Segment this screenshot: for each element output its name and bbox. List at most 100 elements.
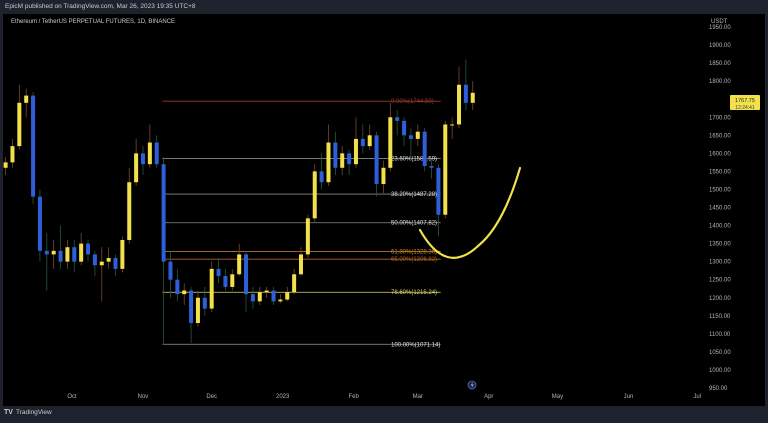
candle-body — [436, 167, 441, 215]
candle — [86, 239, 91, 262]
bar-countdown: 12:24:41 — [735, 105, 755, 111]
candle — [106, 247, 111, 269]
candle — [402, 117, 407, 147]
candle-body — [189, 290, 194, 324]
projection-curve[interactable] — [418, 166, 522, 259]
candle — [340, 146, 345, 176]
candle — [271, 286, 276, 305]
candle-body — [161, 164, 166, 262]
candle — [257, 286, 262, 305]
candle-body — [79, 243, 84, 262]
candle — [443, 120, 448, 219]
candle-body — [319, 171, 324, 183]
x-tick-label: Feb — [348, 394, 359, 400]
x-tick-label: May — [552, 394, 563, 400]
y-tick-label: 1400.00 — [709, 224, 731, 230]
candle-body — [278, 299, 283, 302]
x-tick-label: Jul — [693, 394, 701, 400]
candle-body — [168, 261, 173, 280]
candle-body — [17, 102, 22, 147]
candle-body — [106, 258, 111, 262]
candle-body — [353, 138, 358, 165]
tradingview-logo-icon: TV — [4, 409, 13, 416]
x-tick-label: Dec — [206, 394, 217, 400]
candle-body — [443, 124, 448, 215]
candle — [195, 290, 200, 327]
y-tick-label: 1850.00 — [709, 61, 731, 67]
y-tick-label: 1050.00 — [709, 350, 731, 356]
candle — [353, 117, 358, 168]
x-tick-label: Nov — [138, 394, 149, 400]
candle-body — [450, 124, 455, 126]
candle-body — [285, 292, 290, 300]
candle — [429, 160, 434, 179]
candle-body — [333, 142, 338, 168]
candle — [223, 268, 228, 291]
fib-level-label: 38.20%(1487.28) — [391, 192, 437, 198]
candle-body — [37, 196, 42, 251]
x-tick-label: 2023 — [276, 394, 290, 400]
fib-level-label: 50.00%(1407.82) — [391, 221, 437, 227]
candle — [140, 146, 145, 176]
candle — [333, 131, 338, 176]
candle-body — [257, 292, 262, 302]
candle-body — [374, 135, 379, 185]
publish-info: EpicM published on TradingView.com, Mar … — [5, 3, 196, 10]
candle — [360, 124, 365, 154]
candle — [388, 102, 393, 172]
x-tick-label: Mar — [413, 394, 423, 400]
y-tick-label: 1200.00 — [709, 296, 731, 302]
candle-body — [92, 254, 97, 266]
x-axis-ticks: Oct Nov Dec 2023 Feb Mar Apr May Jun Jul — [67, 394, 701, 400]
y-tick-label: 1650.00 — [709, 133, 731, 139]
candle — [305, 214, 310, 259]
price-axis[interactable] — [700, 14, 765, 406]
events-icon[interactable] — [467, 380, 477, 390]
candle-body — [250, 294, 255, 302]
candle — [319, 153, 324, 190]
candle — [436, 164, 441, 237]
candle-body — [292, 274, 297, 293]
candle-body — [31, 95, 36, 197]
y-axis-ticks: 1950.00 1900.00 1850.00 1800.00 1700.00 1650.… — [709, 25, 731, 392]
candle — [65, 239, 70, 269]
candle-body — [402, 120, 407, 136]
candle-body — [223, 276, 228, 287]
candle-body — [360, 138, 365, 147]
candle-body — [113, 258, 118, 269]
y-tick-label: 1000.00 — [709, 368, 731, 374]
candle-body — [422, 131, 427, 166]
chart-canvas[interactable]: USDT 1950.00 1900.00 1850.00 1800.00 1700.00… — [3, 14, 765, 406]
last-price: 1767.75 — [735, 98, 755, 104]
fib-retracement[interactable]: 0.00%(1744.50) 23.60%(1585.59) 38.20%(1487… — [162, 99, 441, 348]
chart-pane[interactable]: USDT 1950.00 1900.00 1850.00 1800.00 1700.00… — [3, 14, 765, 406]
candle — [374, 131, 379, 197]
candle — [264, 286, 269, 298]
price-tag: 1767.75 12:24:41 — [730, 95, 760, 111]
y-tick-label: 1450.00 — [709, 206, 731, 212]
candle-body — [299, 254, 303, 275]
y-tick-label: 1900.00 — [709, 43, 731, 49]
candle — [127, 167, 132, 244]
candle — [92, 250, 97, 277]
candle — [17, 84, 22, 150]
y-tick-label: 1300.00 — [709, 260, 731, 266]
candle-body — [271, 290, 276, 302]
candle-body — [51, 250, 56, 255]
candle — [216, 258, 221, 284]
candle-body — [24, 95, 29, 103]
candle-body — [99, 261, 104, 266]
candle-body — [244, 254, 249, 295]
candle — [292, 268, 297, 295]
candle-body — [44, 250, 49, 255]
candle-body — [264, 290, 269, 293]
candle — [326, 124, 331, 186]
candle — [250, 286, 255, 309]
candle — [381, 160, 386, 194]
candle-body — [388, 117, 393, 168]
candle-body — [154, 142, 159, 165]
candle — [3, 156, 8, 176]
candle — [299, 247, 303, 277]
candle — [463, 59, 468, 111]
y-tick-label: 1700.00 — [709, 115, 731, 121]
